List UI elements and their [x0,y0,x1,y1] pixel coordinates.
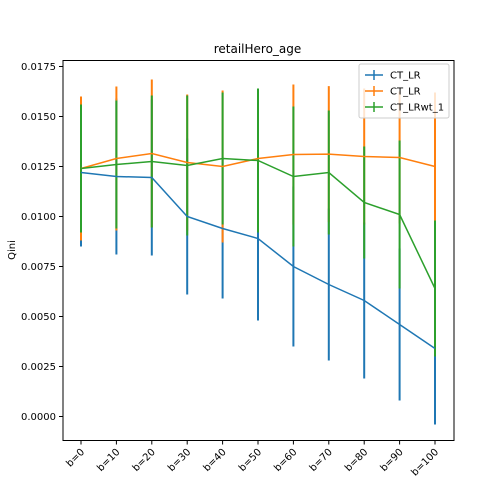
y-tick-label: 0.0175 [21,62,56,73]
y-tick-label: 0.0000 [21,412,56,423]
plot-area: 0.0000 0.0025 0.0050 0.0075 0.0100 0.0125 0.01… [21,62,441,479]
x-tick-label: b=10 [95,447,122,474]
y-tick-label: 0.0150 [21,112,56,123]
chart-title: retailHero_age [214,42,302,56]
legend-label: CT_LRwt_1 [390,103,444,114]
x-tick-label: b=50 [237,447,264,474]
x-tick-label: b=90 [379,447,406,474]
series-line-2 [80,152,436,170]
x-tick-label: b=0 [64,447,87,470]
series-line-1 [80,171,436,350]
x-tick-label: b=30 [166,447,193,474]
legend: CT_LR CT_LR CT_LRwt_1 [358,63,450,119]
x-tick-label: b=20 [131,447,158,474]
y-tick-label: 0.0025 [21,362,56,373]
y-axis-label: Qini [7,240,18,260]
series-line-3 [80,157,436,289]
y-tick-label: 0.0100 [21,212,56,223]
plot-frame [62,60,455,441]
x-tick-label: b=70 [308,447,335,474]
x-tick-label: b=40 [202,447,229,474]
legend-label: CT_LR [390,87,421,98]
legend-label: CT_LR [390,71,421,82]
x-tick-label: b=80 [343,447,370,474]
legend-box [358,63,450,119]
y-tick-label: 0.0050 [21,312,56,323]
x-tick-label: b=60 [272,447,299,474]
y-tick-label: 0.0125 [21,162,56,173]
x-tick-label: b=100 [409,447,441,479]
y-tick-label: 0.0075 [21,262,56,273]
